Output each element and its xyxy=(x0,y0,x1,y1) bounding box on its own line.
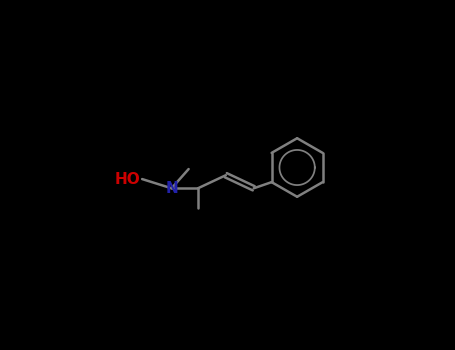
Text: N: N xyxy=(165,181,178,196)
Text: HO: HO xyxy=(115,172,141,187)
